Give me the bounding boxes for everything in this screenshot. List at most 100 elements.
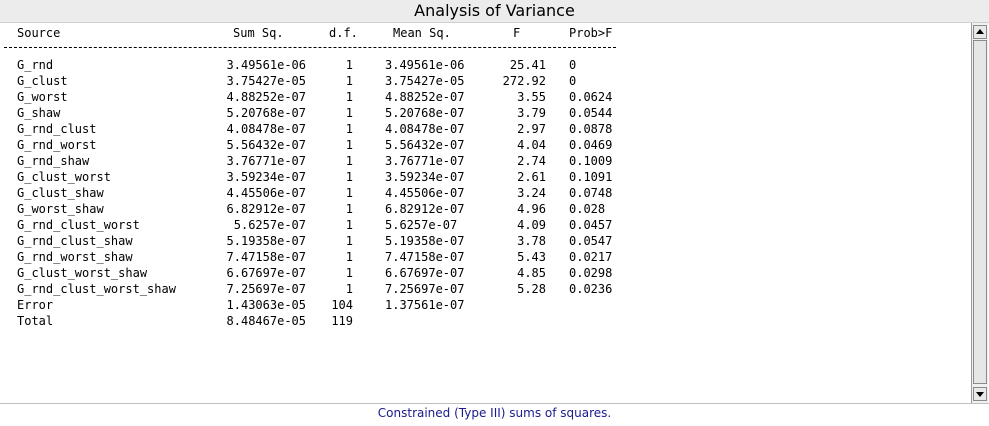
cell-sum-sq: 6.82912e-07: [226, 202, 306, 216]
cell-f: 4.96: [517, 202, 546, 216]
cell-source: G_clust_worst_shaw: [17, 266, 148, 280]
cell-df: 1: [345, 122, 353, 136]
cell-source: G_rnd: [17, 58, 54, 72]
cell-f: 2.61: [517, 170, 546, 184]
cell-sum-sq: 3.49561e-06: [226, 58, 306, 72]
cell-sum-sq: 4.08478e-07: [226, 122, 306, 136]
table-row: G_clust_worst_shaw 6.67697e-07 1 6.67697e-0…: [0, 265, 971, 281]
cell-prob: 0.0298: [569, 266, 613, 280]
cell-mean-sq: 3.59234e-07: [385, 170, 465, 184]
cell-sum-sq: 5.20768e-07: [226, 106, 306, 120]
cell-prob: 0.0748: [569, 186, 613, 200]
triangle-up-icon: [976, 29, 984, 34]
cell-df: 1: [345, 202, 353, 216]
cell-df: 1: [345, 138, 353, 152]
cell-source: G_clust: [17, 74, 68, 88]
cell-df: 119: [331, 314, 353, 328]
cell-source: G_rnd_shaw: [17, 154, 90, 168]
table-row: G_rnd_worst 5.56432e-07 1 5.56432e-07 4.04 0.…: [0, 137, 971, 153]
cell-prob: 0.028: [569, 202, 606, 216]
cell-sum-sq: 3.76771e-07: [226, 154, 306, 168]
table-body: G_rnd 3.49561e-06 1 3.49561e-06 25.41 0 G_clus…: [0, 57, 971, 329]
vertical-scrollbar[interactable]: [971, 23, 988, 403]
cell-source: G_rnd_worst_shaw: [17, 250, 133, 264]
header-prob-f: Prob>F: [569, 26, 613, 40]
table-row: G_rnd_clust_worst_shaw 7.25697e-07 1 7.2569…: [0, 281, 971, 297]
cell-f: 3.79: [517, 106, 546, 120]
cell-f: 272.92: [502, 74, 546, 88]
table-row: G_rnd_shaw 3.76771e-07 1 3.76771e-07 2.74 0.1…: [0, 153, 971, 169]
cell-f: 4.85: [517, 266, 546, 280]
header-source: Source: [17, 26, 61, 40]
cell-df: 1: [345, 234, 353, 248]
cell-df: 1: [345, 170, 353, 184]
cell-mean-sq: 5.56432e-07: [385, 138, 465, 152]
cell-mean-sq: 6.67697e-07: [385, 266, 465, 280]
scroll-down-button[interactable]: [973, 387, 987, 401]
table-row: G_clust_worst 3.59234e-07 1 3.59234e-07 2.61…: [0, 169, 971, 185]
cell-prob: 0.0547: [569, 234, 613, 248]
cell-source: G_rnd_clust_worst: [17, 218, 140, 232]
cell-mean-sq: 5.20768e-07: [385, 106, 465, 120]
cell-source: G_rnd_clust_worst_shaw: [17, 282, 176, 296]
table-row: G_rnd 3.49561e-06 1 3.49561e-06 25.41 0: [0, 57, 971, 73]
scroll-thumb[interactable]: [973, 40, 987, 384]
cell-prob: 0.0236: [569, 282, 613, 296]
cell-f: 5.28: [517, 282, 546, 296]
cell-source: G_rnd_worst: [17, 138, 97, 152]
cell-prob: 0.0624: [569, 90, 613, 104]
cell-sum-sq: 5.19358e-07: [226, 234, 306, 248]
cell-sum-sq: 5.6257e-07: [233, 218, 306, 232]
cell-mean-sq: 4.88252e-07: [385, 90, 465, 104]
cell-df: 1: [345, 218, 353, 232]
header-mean-sq: Mean Sq.: [393, 26, 451, 40]
cell-f: 3.24: [517, 186, 546, 200]
cell-prob: 0.1091: [569, 170, 613, 184]
scroll-up-button[interactable]: [973, 25, 987, 39]
table-row: G_rnd_clust 4.08478e-07 1 4.08478e-07 2.97 0.…: [0, 121, 971, 137]
cell-f: 2.97: [517, 122, 546, 136]
cell-source: G_worst_shaw: [17, 202, 104, 216]
cell-source: G_clust_worst: [17, 170, 111, 184]
cell-df: 1: [345, 282, 353, 296]
cell-f: 4.04: [517, 138, 546, 152]
cell-source: Error: [17, 298, 54, 312]
cell-mean-sq: 7.47158e-07: [385, 250, 465, 264]
table-header-row: Source Sum Sq. d.f. Mean Sq. F Prob>F: [0, 26, 971, 42]
cell-prob: 0.0217: [569, 250, 613, 264]
cell-prob: 0.1009: [569, 154, 613, 168]
triangle-down-icon: [976, 392, 984, 397]
cell-sum-sq: 7.25697e-07: [226, 282, 306, 296]
cell-sum-sq: 5.56432e-07: [226, 138, 306, 152]
cell-mean-sq: 4.08478e-07: [385, 122, 465, 136]
table-row: G_worst_shaw 6.82912e-07 1 6.82912e-07 4.96 0…: [0, 201, 971, 217]
cell-source: G_worst: [17, 90, 68, 104]
header-divider: [4, 47, 616, 48]
cell-mean-sq: 6.82912e-07: [385, 202, 465, 216]
cell-df: 1: [345, 90, 353, 104]
cell-f: 5.43: [517, 250, 546, 264]
cell-f: 4.09: [517, 218, 546, 232]
cell-sum-sq: 7.47158e-07: [226, 250, 306, 264]
cell-prob: 0.0457: [569, 218, 613, 232]
table-row: G_shaw 5.20768e-07 1 5.20768e-07 3.79 0.0544: [0, 105, 971, 121]
cell-df: 1: [345, 74, 353, 88]
window-title: Analysis of Variance: [0, 0, 989, 23]
table-row: G_clust 3.75427e-05 1 3.75427e-05 272.92 0: [0, 73, 971, 89]
cell-sum-sq: 4.45506e-07: [226, 186, 306, 200]
cell-mean-sq: 5.6257e-07: [385, 218, 458, 232]
cell-mean-sq: 3.76771e-07: [385, 154, 465, 168]
cell-source: Total: [17, 314, 54, 328]
cell-prob: 0.0469: [569, 138, 613, 152]
cell-prob: 0.0544: [569, 106, 613, 120]
anova-table: Source Sum Sq. d.f. Mean Sq. F Prob>F G_…: [0, 23, 971, 403]
cell-sum-sq: 1.43063e-05: [226, 298, 306, 312]
cell-mean-sq: 4.45506e-07: [385, 186, 465, 200]
table-row: G_clust_shaw 4.45506e-07 1 4.45506e-07 3.24 0…: [0, 185, 971, 201]
cell-df: 1: [345, 186, 353, 200]
anova-table-pane: Source Sum Sq. d.f. Mean Sq. F Prob>F G_…: [0, 23, 971, 403]
cell-mean-sq: 3.49561e-06: [385, 58, 465, 72]
header-sum-sq: Sum Sq.: [233, 26, 284, 40]
table-row: G_rnd_clust_worst 5.6257e-07 1 5.6257e-07 4.…: [0, 217, 971, 233]
footer-note: Constrained (Type III) sums of squares.: [377, 406, 612, 420]
